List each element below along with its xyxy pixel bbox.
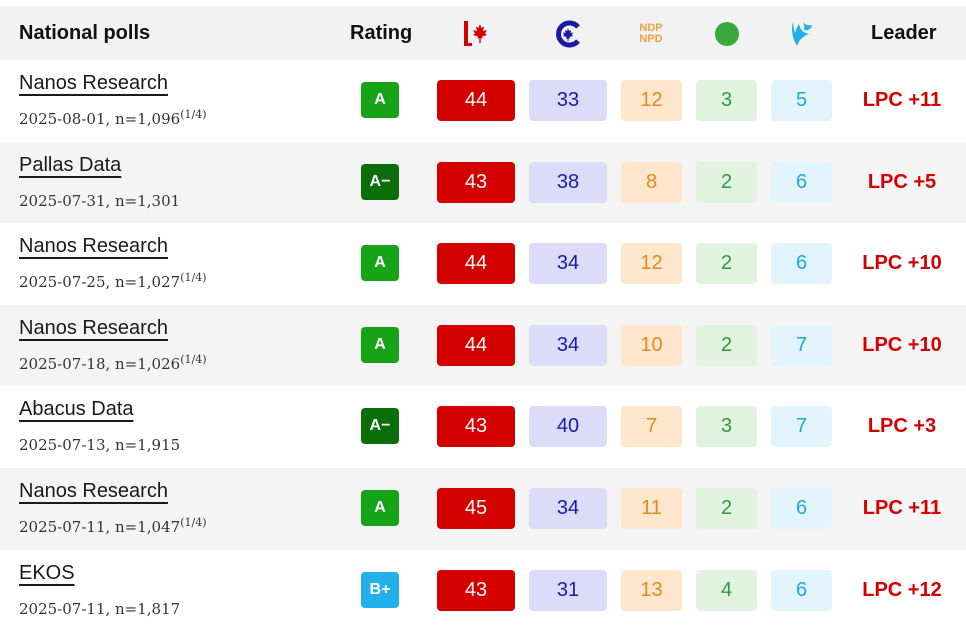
- leader-margin: LPC +12: [862, 578, 942, 601]
- green-icon: [707, 18, 747, 50]
- rating-badge: A: [361, 82, 399, 118]
- lpc-value: 45: [437, 487, 515, 529]
- cpc-value: 34: [529, 324, 607, 366]
- ndp-value: 12: [621, 243, 682, 285]
- green-value: 2: [696, 324, 757, 366]
- leader-margin: LPC +11: [862, 496, 942, 519]
- lpc-value: 43: [437, 406, 515, 448]
- pollster-link[interactable]: Nanos Research: [19, 479, 168, 502]
- ndp-value: 12: [621, 80, 682, 121]
- table-row: Nanos Research 2025-07-25, n=1,027(1/4) …: [0, 223, 966, 305]
- rating-badge: B+: [361, 571, 399, 608]
- date-sample-text: 2025-07-31, n=1,301: [19, 191, 181, 210]
- bq-value: 6: [771, 161, 832, 203]
- poll-date-sample: 2025-07-31, n=1,301: [19, 190, 180, 210]
- lpc-value: 43: [437, 161, 515, 203]
- poll-date-sample: 2025-07-11, n=1,817: [19, 598, 180, 618]
- lpc-value: 44: [437, 80, 515, 121]
- table-row: Nanos Research 2025-08-01, n=1,096(1/4) …: [0, 60, 966, 142]
- green-value: 2: [696, 243, 757, 285]
- leader-margin: LPC +10: [862, 333, 942, 356]
- ndp-value: 7: [621, 406, 682, 448]
- date-sample-text: 2025-07-25, n=1,027: [19, 273, 181, 292]
- cpc-value: 31: [529, 569, 607, 611]
- header-title: National polls: [19, 21, 151, 44]
- poll-footnote: (1/4): [180, 271, 207, 285]
- bq-value: 7: [771, 406, 832, 448]
- bq-value: 6: [771, 487, 832, 529]
- pollster-link[interactable]: Nanos Research: [19, 235, 168, 258]
- liberal-icon: [456, 18, 496, 50]
- cpc-value: 34: [529, 243, 607, 285]
- conservative-icon: [548, 18, 588, 50]
- date-sample-text: 2025-07-13, n=1,915: [19, 436, 181, 455]
- polls-table: National polls Rating NDP NPD: [0, 6, 966, 631]
- poll-date-sample: 2025-07-25, n=1,027(1/4): [19, 271, 207, 291]
- green-value: 3: [696, 406, 757, 448]
- poll-date-sample: 2025-07-11, n=1,047(1/4): [19, 516, 207, 536]
- bq-value: 6: [771, 243, 832, 285]
- green-value: 4: [696, 569, 757, 611]
- rating-badge: A: [361, 489, 399, 526]
- table-row: Nanos Research 2025-07-11, n=1,047(1/4) …: [0, 467, 966, 550]
- leader-margin: LPC +10: [862, 252, 942, 275]
- cpc-value: 34: [529, 487, 607, 529]
- table-header: National polls Rating NDP NPD: [0, 6, 966, 60]
- date-sample-text: 2025-07-11, n=1,817: [19, 599, 181, 618]
- lpc-value: 44: [437, 243, 515, 285]
- poll-footnote: (1/4): [180, 515, 207, 529]
- ndp-value: 8: [621, 161, 682, 203]
- rating-badge: A−: [361, 163, 399, 200]
- cpc-value: 40: [529, 406, 607, 448]
- ndp-value: 10: [621, 324, 682, 366]
- green-value: 2: [696, 487, 757, 529]
- header-leader: Leader: [871, 21, 937, 44]
- bq-value: 7: [771, 324, 832, 366]
- pollster-link[interactable]: Pallas Data: [19, 153, 122, 176]
- table-row: Pallas Data 2025-07-31, n=1,301 A− 43 38…: [0, 141, 966, 224]
- poll-date-sample: 2025-08-01, n=1,096(1/4): [19, 108, 207, 128]
- ndp-value: 11: [621, 487, 682, 529]
- rating-badge: A: [361, 326, 399, 363]
- ndp-value: 13: [621, 569, 682, 611]
- date-sample-text: 2025-08-01, n=1,096: [19, 110, 181, 128]
- table-row: EKOS 2025-07-11, n=1,817 B+ 43 31 13 4 6…: [0, 550, 966, 632]
- pollster-link[interactable]: Nanos Research: [19, 72, 168, 94]
- lpc-value: 43: [437, 569, 515, 611]
- header-rating: Rating: [350, 21, 413, 44]
- bq-value: 6: [771, 569, 832, 611]
- rating-badge: A−: [361, 408, 399, 445]
- lpc-value: 44: [437, 324, 515, 366]
- rating-badge: A: [361, 245, 399, 282]
- leader-margin: LPC +5: [867, 170, 937, 193]
- table-row: Abacus Data 2025-07-13, n=1,915 A− 43 40…: [0, 386, 966, 468]
- date-sample-text: 2025-07-11, n=1,047: [19, 517, 181, 536]
- poll-footnote: (1/4): [180, 108, 207, 121]
- poll-date-sample: 2025-07-18, n=1,026(1/4): [19, 353, 207, 373]
- ndp-label-en: NDP: [639, 22, 663, 34]
- cpc-value: 38: [529, 161, 607, 203]
- ndp-label-fr: NPD: [639, 33, 663, 45]
- green-value: 2: [696, 161, 757, 203]
- pollster-link[interactable]: Nanos Research: [19, 316, 168, 339]
- pollster-link[interactable]: Abacus Data: [19, 398, 134, 421]
- table-row: Nanos Research 2025-07-18, n=1,026(1/4) …: [0, 304, 966, 387]
- leader-margin: LPC +3: [867, 415, 937, 438]
- poll-footnote: (1/4): [180, 352, 207, 366]
- cpc-value: 33: [529, 80, 607, 121]
- poll-date-sample: 2025-07-13, n=1,915: [19, 434, 180, 454]
- date-sample-text: 2025-07-18, n=1,026: [19, 354, 181, 373]
- bloc-icon: [782, 18, 822, 50]
- bq-value: 5: [771, 80, 832, 121]
- green-value: 3: [696, 80, 757, 121]
- ndp-icon: NDP NPD: [631, 18, 671, 50]
- leader-margin: LPC +11: [862, 89, 942, 111]
- pollster-link[interactable]: EKOS: [19, 561, 75, 584]
